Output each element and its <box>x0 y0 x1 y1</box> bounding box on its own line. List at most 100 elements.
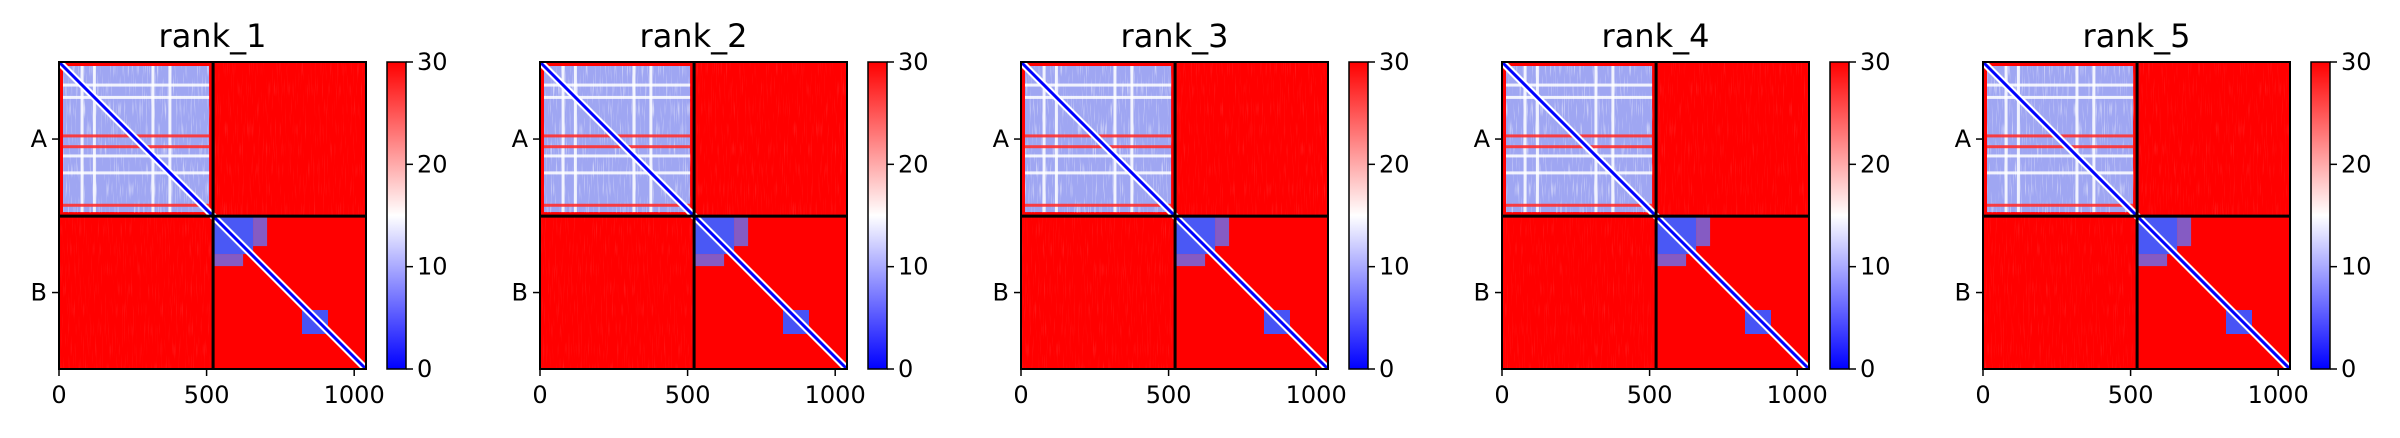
chain-a-stripe-h <box>63 171 210 175</box>
x-tick-label: 0 <box>1975 381 1990 409</box>
y-tick-label: A <box>512 125 529 153</box>
x-tick-label: 500 <box>184 381 230 409</box>
x-tick-label: 0 <box>532 381 547 409</box>
y-tick-label: B <box>512 279 528 307</box>
chain-a-stripe-v <box>1594 66 1598 213</box>
colorbar <box>387 62 406 369</box>
chain-a-stripe-h <box>1987 171 2134 175</box>
colorbar-frame <box>2310 61 2331 370</box>
chain-a-stripe-v <box>2004 66 2008 213</box>
colorbar-tick-label: 30 <box>417 48 448 76</box>
chain-b-domain-1-edge <box>253 216 268 247</box>
chain-a-stripe-h <box>1987 95 2134 99</box>
heatmap-panel-5: rank_5 0 500 1000 A B 0 10 20 30 <box>1955 17 2372 409</box>
chain-a-stripe-v <box>80 66 84 213</box>
chain-a-stripe-v <box>561 66 565 213</box>
chain-a-stripe-h <box>1506 83 1653 87</box>
colorbar <box>868 62 887 369</box>
x-tick-label: 500 <box>665 381 711 409</box>
heatmap-panel-3: rank_3 0 500 1000 A B 0 10 20 30 <box>993 17 1410 409</box>
colorbar-tick-label: 10 <box>417 253 448 281</box>
chain-a-stripe-v <box>2092 66 2096 213</box>
x-tick-label: 0 <box>1494 381 1509 409</box>
heatmap-panel-1: rank_1 0 500 1000 A B 0 10 20 30 <box>31 17 448 409</box>
plot-frame <box>58 61 367 370</box>
chain-a-stripe-v <box>2016 66 2020 213</box>
x-tick-label: 0 <box>1013 381 1028 409</box>
colorbar-tick-label: 20 <box>898 150 929 178</box>
chain-a-stripe-h <box>544 154 691 158</box>
chain-b-domain-1-edge <box>213 254 244 267</box>
chain-a-stripe-v <box>1113 66 1117 213</box>
heatmap-panel-4: rank_4 0 500 1000 A B 0 10 20 30 <box>1474 17 1891 409</box>
chain-a-stripe-v <box>92 66 96 213</box>
colorbar-tick-label: 20 <box>417 150 448 178</box>
chain-a-stripe-v <box>1611 66 1615 213</box>
y-tick-label: B <box>993 279 1009 307</box>
chain-a-stripe-v <box>649 66 653 213</box>
chain-b-domain-1-edge <box>1215 216 1230 247</box>
chain-b-domain-1-edge <box>734 216 749 247</box>
chain-a-stripe-v <box>632 66 636 213</box>
colorbar-tick-label: 20 <box>2341 150 2372 178</box>
x-tick-label: 1000 <box>1767 381 1828 409</box>
colorbar-tick-label: 0 <box>2341 355 2356 383</box>
colorbar-tick-label: 20 <box>1379 150 1410 178</box>
chain-a-stripe-h <box>63 95 210 99</box>
y-tick-label: B <box>31 279 47 307</box>
colorbar <box>2311 62 2330 369</box>
chain-a-stripe-h <box>1987 83 2134 87</box>
x-tick-label: 0 <box>51 381 66 409</box>
chain-a-stripe-h <box>1025 171 1172 175</box>
panel-title: rank_3 <box>1121 17 1229 55</box>
colorbar-frame <box>1829 61 1850 370</box>
plot-frame <box>1020 61 1329 370</box>
y-tick-label: A <box>31 125 48 153</box>
off-diagonal-texture <box>1502 216 1657 369</box>
chain-a-stripe-v <box>168 66 172 213</box>
colorbar-frame <box>1348 61 1369 370</box>
off-diagonal-texture <box>59 216 214 369</box>
colorbar-tick-label: 0 <box>898 355 913 383</box>
chain-a-red-row <box>63 145 210 149</box>
chain-b-domain-1-edge <box>694 254 725 267</box>
heatmap-panel-2: rank_2 0 500 1000 A B 0 10 20 30 <box>512 17 929 409</box>
off-diagonal-texture <box>1175 62 1328 217</box>
y-tick-label: A <box>1955 125 1972 153</box>
colorbar-tick-label: 10 <box>2341 253 2372 281</box>
colorbar-tick-label: 30 <box>1379 48 1410 76</box>
colorbar-tick-label: 0 <box>1379 355 1394 383</box>
chain-a-stripe-v <box>1054 66 1058 213</box>
x-tick-label: 500 <box>1146 381 1192 409</box>
chain-a-stripe-v <box>573 66 577 213</box>
off-diagonal-texture <box>540 216 695 369</box>
chain-a-stripe-v <box>1523 66 1527 213</box>
x-tick-label: 1000 <box>2248 381 2309 409</box>
chain-a-red-row <box>1025 145 1172 149</box>
colorbar-tick-label: 30 <box>898 48 929 76</box>
chain-b-domain-1-edge <box>1175 254 1206 267</box>
colorbar-frame <box>867 61 888 370</box>
panel-title: rank_1 <box>159 17 267 55</box>
colorbar <box>1349 62 1368 369</box>
off-diagonal-texture <box>1021 216 1176 369</box>
x-tick-label: 500 <box>1627 381 1673 409</box>
chain-a-stripe-h <box>544 171 691 175</box>
panel-title: rank_5 <box>2083 17 2191 55</box>
chain-a-stripe-h <box>1025 83 1172 87</box>
chain-a-red-row <box>1987 145 2134 149</box>
chain-a-stripe-h <box>63 83 210 87</box>
chain-a-stripe-v <box>151 66 155 213</box>
chain-a-red-row <box>544 145 691 149</box>
chain-b-domain-1-edge <box>2177 216 2192 247</box>
chain-b-domain-1-edge <box>1696 216 1711 247</box>
y-tick-label: B <box>1474 279 1490 307</box>
chain-a-stripe-h <box>1987 154 2134 158</box>
plot-frame <box>1982 61 2291 370</box>
chain-a-stripe-h <box>63 154 210 158</box>
y-tick-label: A <box>1474 125 1491 153</box>
chain-a-stripe-h <box>1506 171 1653 175</box>
x-tick-label: 1000 <box>805 381 866 409</box>
chain-a-stripe-h <box>1506 95 1653 99</box>
